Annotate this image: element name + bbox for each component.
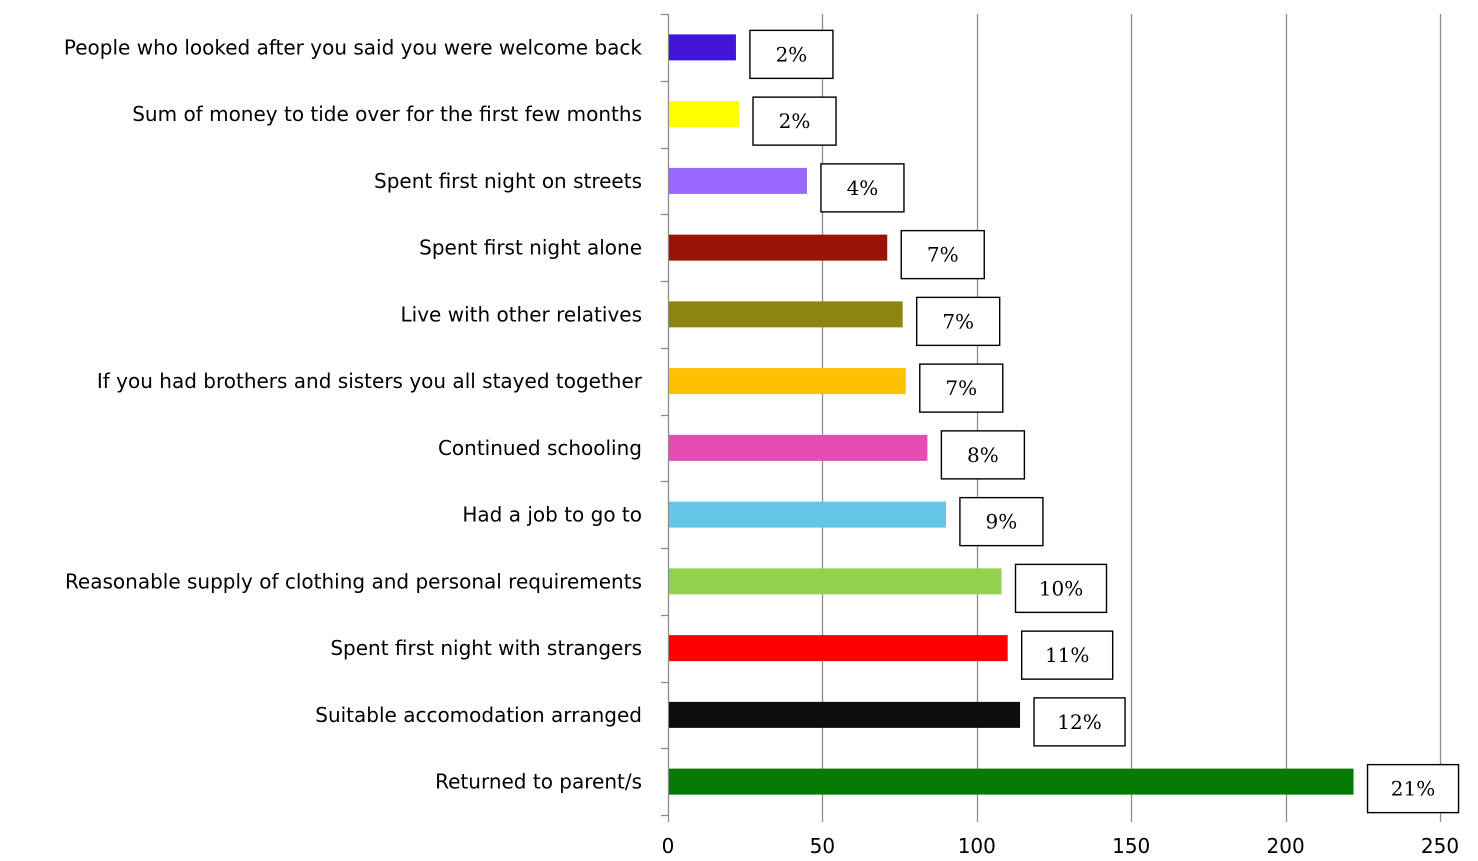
bar-4	[669, 234, 888, 261]
data-label-12: 21%	[1366, 763, 1460, 814]
data-label-text: 12%	[1057, 710, 1101, 734]
bar-7	[669, 434, 928, 461]
data-label-3: 4%	[820, 163, 905, 213]
bar-11	[669, 701, 1021, 728]
bar-6	[669, 368, 906, 395]
data-label-2: 2%	[752, 96, 837, 146]
x-tick-label-150: 150	[1112, 834, 1150, 858]
bar-10	[669, 635, 1008, 662]
data-label-box	[919, 363, 1004, 413]
category-label-5: Live with other relatives	[401, 302, 642, 326]
category-label-11: Suitable accomodation arranged	[315, 703, 642, 727]
data-label-box	[752, 96, 837, 146]
data-label-9: 10%	[1014, 563, 1108, 614]
category-label-12: Returned to parent/s	[435, 770, 642, 794]
data-label-10: 11%	[1020, 630, 1114, 680]
bar-2	[669, 101, 740, 128]
data-label-text: 2%	[779, 109, 811, 133]
category-label-4: Spent first night alone	[419, 236, 642, 260]
axes	[661, 13, 1442, 822]
data-label-box	[1014, 563, 1108, 614]
data-label-text: 21%	[1391, 777, 1435, 801]
data-label-text: 11%	[1045, 643, 1089, 667]
category-label-6: If you had brothers and sisters you all …	[97, 369, 643, 393]
category-labels: People who looked after you said you wer…	[64, 35, 643, 793]
bar-3	[669, 167, 807, 194]
data-label-text: 7%	[927, 243, 959, 267]
x-tick-label-0: 0	[662, 834, 675, 858]
data-label-box	[749, 29, 834, 80]
bar-1	[669, 34, 736, 61]
data-label-text: 8%	[967, 443, 999, 467]
data-label-5: 7%	[915, 296, 1001, 347]
category-label-9: Reasonable supply of clothing and person…	[65, 569, 642, 593]
bar-9	[669, 568, 1002, 595]
x-tick-label-100: 100	[958, 834, 996, 858]
category-label-3: Spent first night on streets	[374, 169, 642, 193]
x-tick-labels: 0 50 100 150 200 250	[662, 834, 1459, 858]
category-label-10: Spent first night with strangers	[330, 636, 642, 660]
category-label-7: Continued schooling	[438, 436, 642, 460]
data-label-6: 7%	[919, 363, 1004, 413]
bar-12	[669, 768, 1354, 795]
category-label-2: Sum of money to tide over for the first …	[132, 102, 642, 126]
data-label-4: 7%	[900, 229, 985, 280]
bar-5	[669, 301, 903, 328]
x-tick-label-50: 50	[810, 834, 835, 858]
data-label-box	[820, 163, 905, 213]
data-label-text: 10%	[1039, 576, 1083, 600]
x-tick-label-200: 200	[1267, 834, 1305, 858]
data-labels: 2% 2% 4% 7% 7% 7% 8% 9% 10% 11% 12% 21%	[749, 29, 1460, 814]
x-tick-label-250: 250	[1421, 834, 1459, 858]
data-label-box	[900, 229, 985, 280]
data-label-7: 8%	[940, 430, 1026, 480]
data-label-8: 9%	[959, 496, 1044, 547]
data-label-11: 12%	[1033, 697, 1126, 747]
data-label-box	[959, 496, 1044, 547]
category-label-8: Had a job to go to	[462, 503, 642, 527]
data-label-text: 7%	[945, 376, 977, 400]
gridlines	[821, 14, 1442, 815]
data-label-text: 4%	[847, 176, 879, 200]
data-label-box	[940, 430, 1026, 480]
data-label-box	[1020, 630, 1114, 680]
data-label-text: 9%	[986, 510, 1018, 534]
bar-8	[669, 501, 946, 528]
data-label-text: 2%	[776, 42, 808, 66]
category-label-1: People who looked after you said you wer…	[64, 35, 643, 59]
data-label-box	[915, 296, 1001, 347]
data-label-box	[1366, 763, 1460, 814]
data-label-text: 7%	[942, 309, 974, 333]
bars	[669, 34, 1354, 795]
data-label-1: 2%	[749, 29, 834, 80]
data-label-box	[1033, 697, 1126, 747]
